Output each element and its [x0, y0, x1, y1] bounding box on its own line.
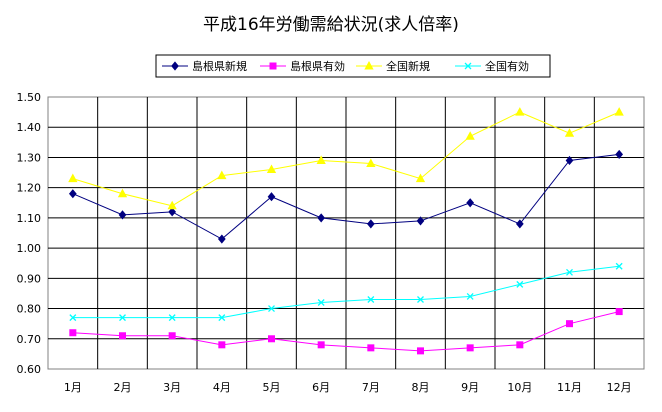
x-tick-label: 10月 [507, 381, 532, 394]
data-point [317, 299, 325, 306]
series-line [72, 265, 620, 319]
data-point [515, 107, 525, 116]
data-point [417, 296, 424, 303]
data-point [168, 207, 177, 217]
x-tick-label: 4月 [213, 381, 231, 394]
data-point [367, 344, 375, 352]
legend-label: 全国有効 [485, 59, 529, 73]
y-tick-label: 1.10 [17, 212, 42, 225]
data-point [316, 155, 326, 164]
legend-item: 島根県有効 [260, 59, 345, 73]
y-tick-label: 0.70 [17, 333, 42, 346]
data-point [615, 149, 624, 159]
data-point [516, 341, 524, 349]
x-tick-label: 7月 [362, 381, 380, 394]
x-tick-label: 11月 [557, 381, 582, 394]
data-point [615, 308, 623, 316]
data-point [69, 314, 77, 322]
legend-label: 全国新規 [386, 59, 430, 73]
gridlines [48, 97, 644, 369]
x-tick-label: 8月 [412, 381, 430, 394]
y-axis: 0.60 0.70 0.80 0.90 1.00 1.10 1.20 1.30 1.40 1.50 [17, 91, 42, 376]
legend-label: 島根県有効 [290, 59, 345, 73]
y-tick-label: 1.00 [17, 242, 42, 255]
y-tick-label: 0.90 [17, 272, 42, 285]
plot-area: 0.60 0.70 0.80 0.90 1.00 1.10 1.20 1.30 1.40 1.50… [17, 91, 645, 394]
data-point [516, 280, 524, 288]
data-point [614, 107, 624, 116]
series-4 [69, 262, 623, 322]
data-point [217, 170, 227, 180]
data-point [466, 293, 474, 300]
data-point [565, 155, 574, 166]
legend-item: 全国新規 [356, 59, 430, 73]
x-tick-label: 9月 [461, 381, 479, 394]
data-point [167, 200, 177, 210]
data-point [218, 314, 226, 322]
data-point [566, 320, 573, 328]
legend-label: 島根県新規 [192, 59, 247, 73]
data-point [417, 347, 424, 355]
y-tick-label: 1.20 [17, 182, 42, 195]
data-point [168, 314, 176, 322]
data-point [465, 131, 475, 140]
data-point [119, 332, 126, 340]
data-point [267, 192, 276, 202]
x-tick-label: 12月 [607, 381, 632, 394]
data-point [317, 213, 326, 223]
legend-marker [464, 62, 472, 70]
data-point [68, 189, 77, 199]
x-tick-label: 5月 [263, 381, 281, 394]
data-point [566, 268, 573, 276]
y-tick-label: 0.80 [17, 303, 42, 316]
series-2 [69, 308, 623, 355]
data-point [118, 210, 127, 220]
data-point [515, 219, 524, 229]
data-point [218, 341, 226, 349]
legend-item: 全国有効 [455, 59, 529, 73]
data-point [466, 344, 474, 352]
data-point [119, 314, 126, 322]
data-point [317, 341, 325, 349]
data-point [69, 329, 77, 337]
legend-item: 島根県新規 [162, 59, 247, 73]
data-point [168, 332, 176, 340]
series-line [72, 311, 620, 352]
data-point [268, 305, 275, 313]
legend: 島根県新規 島根県有効 全国新規 全国有効 [155, 54, 551, 78]
x-tick-label: 1月 [64, 381, 82, 394]
series-line [72, 153, 620, 240]
chart-title: 平成16年労働需給状況(求人倍率) [203, 15, 459, 35]
y-tick-label: 1.50 [17, 91, 42, 104]
x-axis: 1月 2月 3月 4月 5月 6月 7月 8月 9月 10月 11月 12月 [64, 381, 632, 394]
data-point [68, 173, 78, 183]
legend-marker [364, 60, 374, 70]
data-point [266, 164, 277, 174]
data-point [564, 128, 575, 137]
legend-marker [171, 61, 179, 71]
y-tick-label: 1.40 [17, 121, 42, 134]
data-point [466, 198, 475, 208]
series-layer [68, 107, 624, 355]
y-tick-label: 1.30 [17, 151, 42, 164]
data-point [366, 158, 376, 167]
data-point [117, 188, 128, 198]
y-tick-label: 0.60 [17, 363, 42, 376]
data-point [615, 262, 623, 270]
legend-marker [269, 62, 277, 70]
data-point [366, 219, 375, 229]
data-point [416, 216, 425, 226]
series-1 [68, 149, 624, 244]
legend-box [155, 54, 551, 78]
x-tick-label: 2月 [114, 381, 132, 394]
series-3 [68, 107, 624, 210]
data-point [268, 335, 275, 343]
data-point [415, 173, 426, 183]
series-line [72, 111, 620, 207]
data-point [217, 234, 226, 244]
x-tick-label: 3月 [163, 381, 181, 394]
data-point [367, 296, 375, 303]
x-tick-label: 6月 [312, 381, 330, 394]
